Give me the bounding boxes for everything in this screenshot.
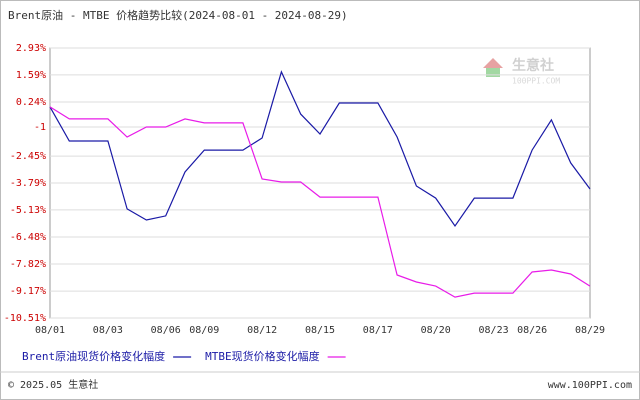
x-tick-label: 08/20	[421, 325, 451, 336]
x-tick-label: 08/01	[35, 325, 65, 336]
y-tick-label: -3.79%	[10, 178, 46, 189]
y-tick-label: 1.59%	[16, 70, 46, 81]
series-line	[49, 106, 591, 298]
x-tick-label: 08/09	[189, 325, 219, 336]
y-tick-label: -7.82%	[10, 259, 46, 270]
chart-title: Brent原油 - MTBE 价格趋势比较(2024-08-01 - 2024-…	[8, 8, 348, 22]
x-tick-label: 08/12	[247, 325, 277, 336]
x-tick-label: 08/29	[575, 325, 605, 336]
footer-left: © 2025.05 生意社	[8, 378, 98, 391]
y-tick-label: -9.17%	[10, 286, 46, 297]
x-tick-label: 08/23	[479, 325, 509, 336]
logo-body	[486, 68, 500, 77]
y-tick-label: 0.24%	[16, 97, 46, 108]
series-line	[49, 70, 591, 228]
x-tick-label: 08/26	[517, 325, 547, 336]
x-tick-label: 08/15	[305, 325, 335, 336]
y-tick-label: -1	[34, 122, 46, 133]
logo-roof	[483, 58, 503, 68]
x-tick-label: 08/03	[93, 325, 123, 336]
x-tick-label: 08/17	[363, 325, 393, 336]
watermark: 生意社 100PPI.COM	[483, 57, 560, 86]
footer-right: www.100PPI.com	[548, 380, 632, 391]
x-tick-label: 08/06	[151, 325, 181, 336]
y-tick-label: -2.45%	[10, 151, 46, 162]
watermark-url: 100PPI.COM	[512, 77, 560, 86]
y-tick-label: 2.93%	[16, 43, 46, 54]
legend-label: Brent原油现货价格变化幅度	[22, 349, 165, 363]
watermark-name: 生意社	[512, 57, 554, 74]
y-tick-label: -10.51%	[4, 313, 46, 324]
y-tick-label: -5.13%	[10, 205, 46, 216]
legend-label: MTBE现货价格变化幅度	[205, 349, 320, 363]
y-tick-label: -6.48%	[10, 232, 46, 243]
